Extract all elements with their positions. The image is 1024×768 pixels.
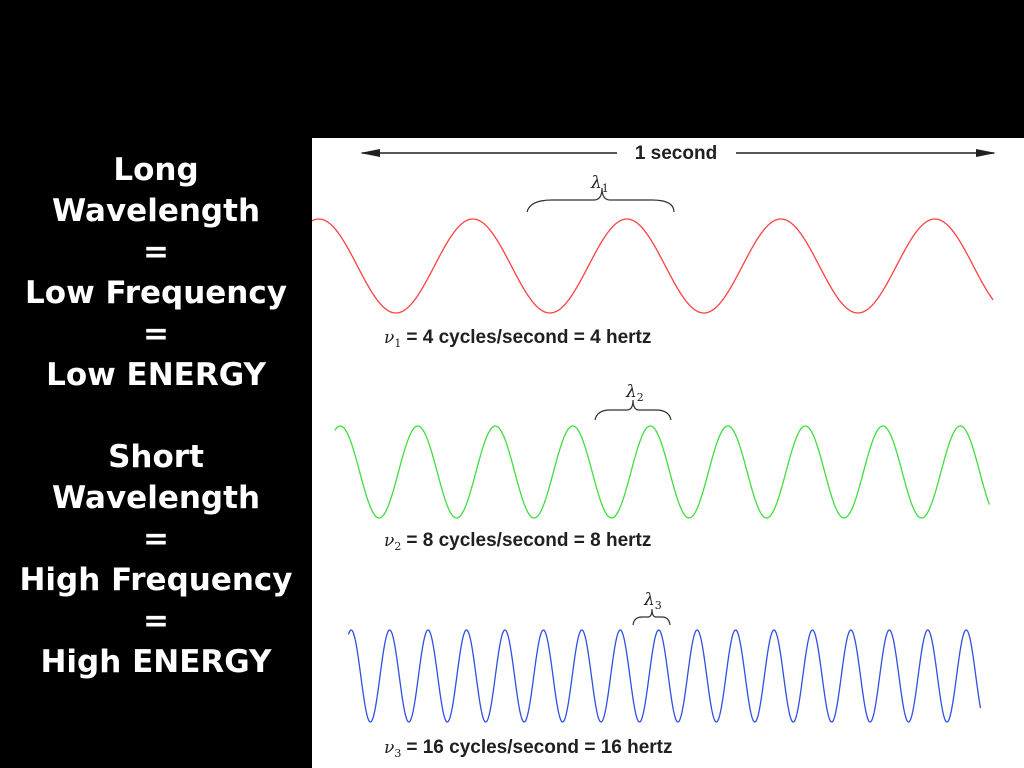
wave-3-group: λ3 ν3 = 16 cycles/second = 16 hertz [347,590,982,760]
wave-1-curve [312,218,994,314]
long-wavelength-line-6: Low ENERGY [46,357,266,393]
wave-2-curve [334,425,991,519]
frequency-1-caption: ν1 = 4 cycles/second = 4 hertz [384,327,651,350]
short-wavelength-line-3: = [143,521,169,557]
wave-1-group: λ1 ν1 = 4 cycles/second = 4 hertz [312,173,994,350]
wavelength-3-label: λ3 [643,590,662,612]
block-spacer [0,396,312,437]
right-arrowhead-icon [976,149,996,157]
wave-3-curve [347,629,982,723]
long-wavelength-line-3: = [143,234,169,270]
time-label: 1 second [635,143,717,164]
left-arrowhead-icon [360,149,380,157]
short-wavelength-line-5: = [143,603,169,639]
wave-diagram-panel: 1 second λ1 ν1 = 4 cycles/second = 4 hert… [312,138,1024,768]
long-wavelength-line-4: Low Frequency [25,275,287,311]
short-wavelength-line-1: Short [108,439,204,475]
short-wavelength-line-4: High Frequency [19,562,293,598]
wavelength-2-label: λ2 [625,382,644,404]
short-wavelength-line-2: Wavelength [51,480,261,516]
wavelength-1-label: λ1 [590,173,609,195]
wavelength-2-brace [594,399,672,421]
frequency-3-caption: ν3 = 16 cycles/second = 16 hertz [384,737,673,760]
wave-2-group: λ2 ν2 = 8 cycles/second = 8 hertz [334,382,991,553]
frequency-2-caption: ν2 = 8 cycles/second = 8 hertz [384,530,651,553]
short-wavelength-line-6: High ENERGY [40,644,272,680]
wave-diagram: 1 second λ1 ν1 = 4 cycles/second = 4 hert… [312,143,996,760]
left-text-panel: Long Wavelength = Low Frequency = Low EN… [0,150,312,683]
wavelength-3-brace [632,608,671,626]
long-wavelength-line-5: = [143,316,169,352]
wavelength-1-brace [526,187,675,213]
long-wavelength-line-1: Long [113,152,199,188]
long-wavelength-line-2: Wavelength [51,193,261,229]
